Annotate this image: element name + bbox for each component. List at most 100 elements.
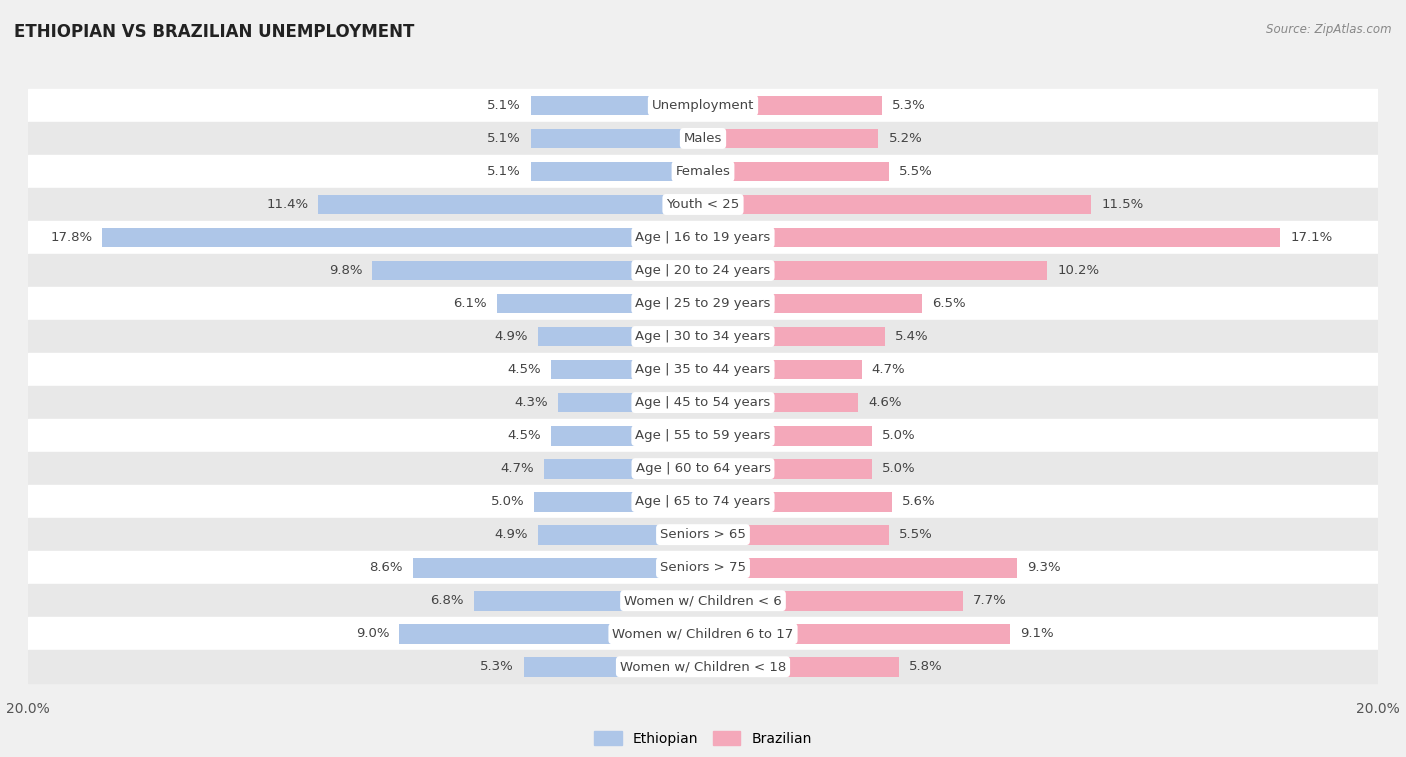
Bar — [28, 122, 1378, 155]
Bar — [28, 584, 1378, 617]
Text: Age | 60 to 64 years: Age | 60 to 64 years — [636, 462, 770, 475]
Text: 9.1%: 9.1% — [1021, 628, 1054, 640]
Bar — [703, 393, 858, 413]
Text: 9.8%: 9.8% — [329, 264, 363, 277]
Text: 5.2%: 5.2% — [889, 132, 922, 145]
Text: Seniors > 65: Seniors > 65 — [659, 528, 747, 541]
Text: 4.5%: 4.5% — [508, 363, 541, 376]
Text: 5.1%: 5.1% — [486, 165, 520, 178]
Text: 5.0%: 5.0% — [882, 429, 915, 442]
Bar — [703, 657, 898, 677]
Bar — [28, 452, 1378, 485]
Text: Males: Males — [683, 132, 723, 145]
Text: Age | 35 to 44 years: Age | 35 to 44 years — [636, 363, 770, 376]
Bar — [28, 89, 1378, 122]
Bar — [28, 617, 1378, 650]
Bar — [28, 485, 1378, 518]
Bar — [28, 188, 1378, 221]
Bar — [703, 260, 1047, 280]
Text: 5.3%: 5.3% — [891, 99, 925, 112]
Bar — [703, 525, 889, 544]
Bar — [103, 228, 703, 248]
Text: 11.4%: 11.4% — [266, 198, 308, 211]
Text: 5.1%: 5.1% — [486, 99, 520, 112]
Bar — [703, 590, 963, 611]
Bar — [531, 95, 703, 115]
Text: 4.7%: 4.7% — [501, 462, 534, 475]
Text: 8.6%: 8.6% — [370, 561, 402, 574]
Bar — [531, 129, 703, 148]
Bar — [534, 492, 703, 512]
Bar — [498, 294, 703, 313]
Bar — [28, 518, 1378, 551]
Bar — [28, 551, 1378, 584]
Text: 6.1%: 6.1% — [453, 297, 486, 310]
Bar — [551, 360, 703, 379]
Text: 6.8%: 6.8% — [430, 594, 464, 607]
Text: 5.0%: 5.0% — [491, 495, 524, 508]
Text: 5.0%: 5.0% — [882, 462, 915, 475]
Bar — [703, 129, 879, 148]
Text: 5.6%: 5.6% — [903, 495, 936, 508]
Bar — [703, 195, 1091, 214]
Text: ETHIOPIAN VS BRAZILIAN UNEMPLOYMENT: ETHIOPIAN VS BRAZILIAN UNEMPLOYMENT — [14, 23, 415, 41]
Text: 4.6%: 4.6% — [869, 396, 901, 409]
Bar — [524, 657, 703, 677]
Bar — [28, 155, 1378, 188]
Bar — [544, 459, 703, 478]
Text: 5.1%: 5.1% — [486, 132, 520, 145]
Text: 5.5%: 5.5% — [898, 165, 932, 178]
Text: Seniors > 75: Seniors > 75 — [659, 561, 747, 574]
Bar — [703, 161, 889, 182]
Bar — [531, 161, 703, 182]
Text: 10.2%: 10.2% — [1057, 264, 1099, 277]
Text: 11.5%: 11.5% — [1101, 198, 1143, 211]
Text: 9.0%: 9.0% — [356, 628, 389, 640]
Text: 7.7%: 7.7% — [973, 594, 1007, 607]
Bar — [28, 419, 1378, 452]
Bar — [28, 386, 1378, 419]
Text: Age | 45 to 54 years: Age | 45 to 54 years — [636, 396, 770, 409]
Text: Females: Females — [675, 165, 731, 178]
Text: 17.1%: 17.1% — [1291, 231, 1333, 244]
Text: 17.8%: 17.8% — [51, 231, 93, 244]
Text: Age | 20 to 24 years: Age | 20 to 24 years — [636, 264, 770, 277]
Bar — [703, 492, 891, 512]
Bar — [28, 254, 1378, 287]
Bar — [703, 326, 886, 347]
Bar — [318, 195, 703, 214]
Text: 5.5%: 5.5% — [898, 528, 932, 541]
Text: 5.3%: 5.3% — [481, 660, 515, 673]
Text: 4.9%: 4.9% — [494, 528, 527, 541]
Text: 4.5%: 4.5% — [508, 429, 541, 442]
Text: Women w/ Children < 6: Women w/ Children < 6 — [624, 594, 782, 607]
Bar — [703, 228, 1279, 248]
Bar — [703, 459, 872, 478]
Text: Women w/ Children 6 to 17: Women w/ Children 6 to 17 — [613, 628, 793, 640]
Bar — [28, 353, 1378, 386]
Bar — [537, 326, 703, 347]
Bar — [703, 558, 1017, 578]
Bar — [413, 558, 703, 578]
Bar — [703, 294, 922, 313]
Text: Unemployment: Unemployment — [652, 99, 754, 112]
Text: Source: ZipAtlas.com: Source: ZipAtlas.com — [1267, 23, 1392, 36]
Bar — [537, 525, 703, 544]
Bar — [399, 624, 703, 643]
Text: Youth < 25: Youth < 25 — [666, 198, 740, 211]
Text: Women w/ Children < 18: Women w/ Children < 18 — [620, 660, 786, 673]
Bar — [474, 590, 703, 611]
Text: Age | 25 to 29 years: Age | 25 to 29 years — [636, 297, 770, 310]
Bar — [28, 320, 1378, 353]
Text: 5.4%: 5.4% — [896, 330, 929, 343]
Bar — [28, 221, 1378, 254]
Bar — [703, 95, 882, 115]
Bar — [703, 425, 872, 446]
Bar — [28, 287, 1378, 320]
Legend: Ethiopian, Brazilian: Ethiopian, Brazilian — [589, 726, 817, 752]
Bar — [558, 393, 703, 413]
Text: Age | 16 to 19 years: Age | 16 to 19 years — [636, 231, 770, 244]
Text: 6.5%: 6.5% — [932, 297, 966, 310]
Bar — [551, 425, 703, 446]
Text: Age | 65 to 74 years: Age | 65 to 74 years — [636, 495, 770, 508]
